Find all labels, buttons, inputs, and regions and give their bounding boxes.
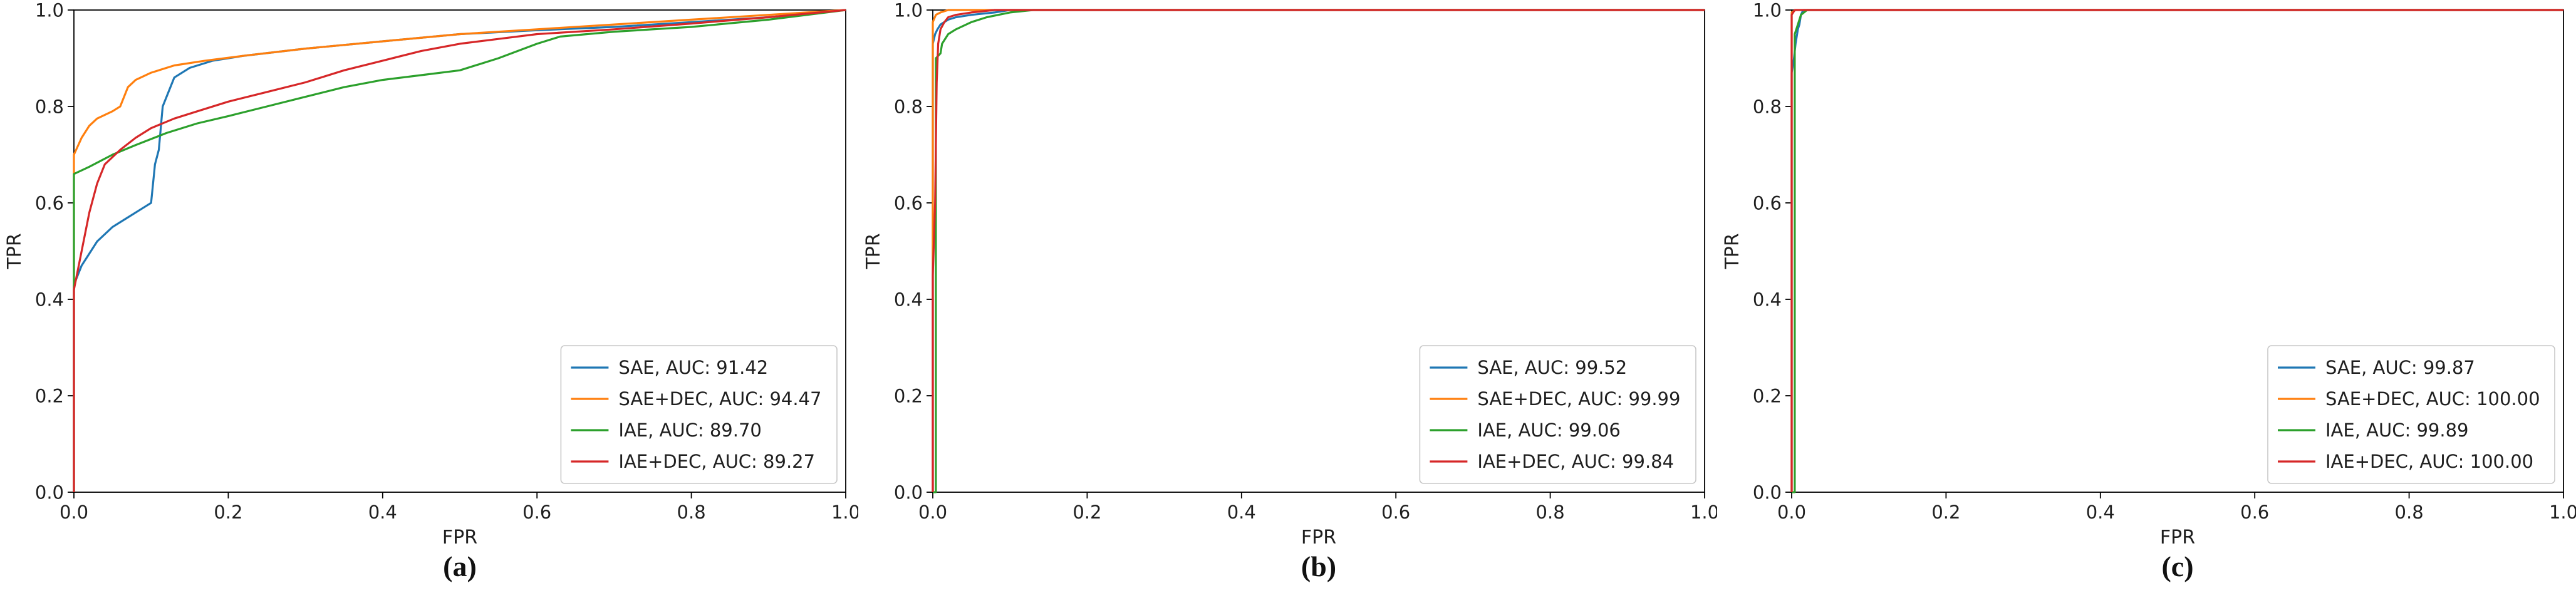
legend-box [560,345,838,484]
legend-label-sae: SAE, AUC: 99.87 [2325,357,2475,378]
y-axis-label: TPR [1722,233,1743,269]
y-tick-label: 0.6 [1753,192,1782,214]
legend-label-iae: IAE, AUC: 99.06 [1477,420,1620,441]
x-tick-label: 0.0 [918,502,947,523]
y-tick-label: 0.6 [894,192,923,214]
y-tick-label: 1.0 [1753,0,1782,21]
y-tick-label: 0.2 [1753,385,1782,406]
x-tick-label: 0.6 [522,502,551,523]
legend-label-sae-dec: SAE+DEC, AUC: 94.47 [618,388,821,410]
legend-label-sae-dec: SAE+DEC, AUC: 99.99 [1477,388,1680,410]
legend-label-sae: SAE, AUC: 91.42 [618,357,768,378]
y-tick-label: 1.0 [894,0,923,21]
x-tick-label: 0.8 [677,502,706,523]
x-tick-label: 1.0 [2549,502,2576,523]
roc-curve-sae [932,9,1705,492]
x-axis-label: FPR [1301,527,1336,549]
y-tick-label: 0.0 [35,482,64,503]
roc-curve-iae-dec [1790,9,2563,492]
x-axis-label: FPR [2160,527,2195,549]
x-tick-label: 0.4 [2086,502,2115,523]
x-tick-label: 0.6 [1381,502,1410,523]
x-tick-label: 0.2 [214,502,242,523]
roc-panel-a: 0.0 0.2 0.4 0.6 0.8 1.0 0.0 0.2 0.4 0.6 0.8 1.0 FPR T… [0,0,858,583]
x-tick-label: 0.2 [1072,502,1101,523]
panel-caption-c: (c) [2161,550,2194,582]
x-tick-label: 0.0 [60,502,88,523]
roc-curve-sae-dec [73,9,846,492]
x-tick-label: 0.6 [2240,502,2269,523]
y-tick-label: 0.8 [35,96,64,117]
legend-label-sae: SAE, AUC: 99.52 [1477,357,1627,378]
roc-curve-iae-dec [932,9,1705,492]
x-tick-label: 0.8 [1536,502,1565,523]
y-tick-label: 0.8 [1753,96,1782,117]
roc-curve-sae [73,9,846,492]
legend-box [1419,345,1696,484]
roc-curve-iae-dec [73,9,846,492]
roc-panel-c: 0.0 0.2 0.4 0.6 0.8 1.0 0.0 0.2 0.4 0.6 0.8 1.0 FPR T… [1718,0,2576,583]
legend-label-iae-dec: IAE+DEC, AUC: 100.00 [2325,451,2533,472]
y-tick-label: 0.2 [35,385,64,406]
y-tick-label: 0.4 [1753,289,1782,310]
roc-chart-c: 0.0 0.2 0.4 0.6 0.8 1.0 0.0 0.2 0.4 0.6 0.8 1.0 FPR T… [1722,0,2576,549]
y-tick-label: 0.8 [894,96,923,117]
x-tick-label: 0.4 [368,502,397,523]
roc-panel-b: 0.0 0.2 0.4 0.6 0.8 1.0 0.0 0.2 0.4 0.6 0.8 1.0 FPR T… [859,0,1717,583]
roc-curve-iae [73,9,846,492]
roc-chart-b: 0.0 0.2 0.4 0.6 0.8 1.0 0.0 0.2 0.4 0.6 0.8 1.0 FPR T… [863,0,1717,549]
y-tick-label: 0.0 [894,482,923,503]
y-axis-label: TPR [4,233,26,269]
panel-caption-b: (b) [1301,550,1337,582]
legend-label-iae: IAE, AUC: 89.70 [618,420,761,441]
x-axis-label: FPR [442,527,477,549]
y-tick-label: 0.4 [35,289,64,310]
y-tick-label: 0.6 [35,192,64,214]
roc-chart-a: 0.0 0.2 0.4 0.6 0.8 1.0 0.0 0.2 0.4 0.6 0.8 1.0 FPR T… [4,0,858,549]
legend-label-iae-dec: IAE+DEC, AUC: 99.84 [1477,451,1674,472]
y-tick-label: 0.4 [894,289,923,310]
legend-label-iae: IAE, AUC: 99.89 [2325,420,2468,441]
x-tick-label: 0.2 [1931,502,1960,523]
x-tick-label: 1.0 [1690,502,1717,523]
y-tick-label: 0.2 [894,385,923,406]
legend-box [2267,345,2555,484]
y-tick-label: 1.0 [35,0,64,21]
legend-label-sae-dec: SAE+DEC, AUC: 100.00 [2325,388,2540,410]
x-tick-label: 0.0 [1777,502,1806,523]
y-axis-label: TPR [863,233,885,269]
x-tick-label: 0.4 [1227,502,1256,523]
legend-label-iae-dec: IAE+DEC, AUC: 89.27 [618,451,815,472]
y-tick-label: 0.0 [1753,482,1782,503]
x-tick-label: 1.0 [831,502,858,523]
x-tick-label: 0.8 [2395,502,2424,523]
panel-caption-a: (a) [443,550,477,582]
